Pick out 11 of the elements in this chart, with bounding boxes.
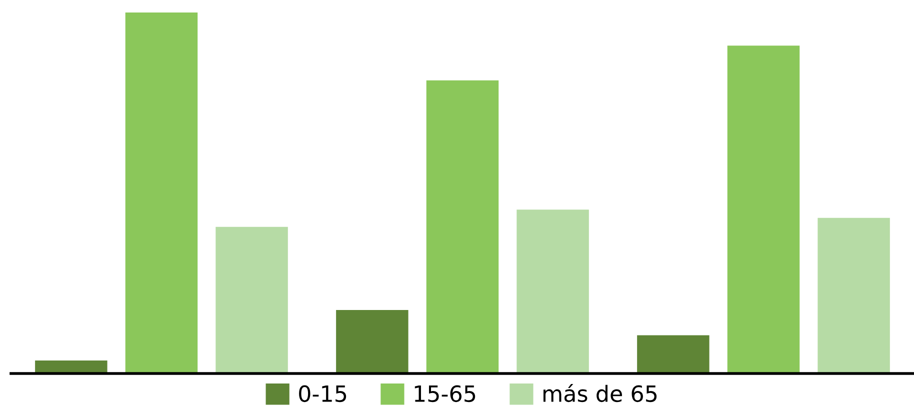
bar [727,46,800,374]
legend-label: 15-65 [414,385,476,402]
bar [818,218,890,374]
bar [336,310,408,374]
bar [637,335,710,374]
bar [216,226,288,374]
bar [125,12,198,374]
bar [516,210,589,374]
legend-label: más de 65 [543,384,657,402]
legend-label: 0-15 [299,385,346,402]
bar [426,80,499,374]
